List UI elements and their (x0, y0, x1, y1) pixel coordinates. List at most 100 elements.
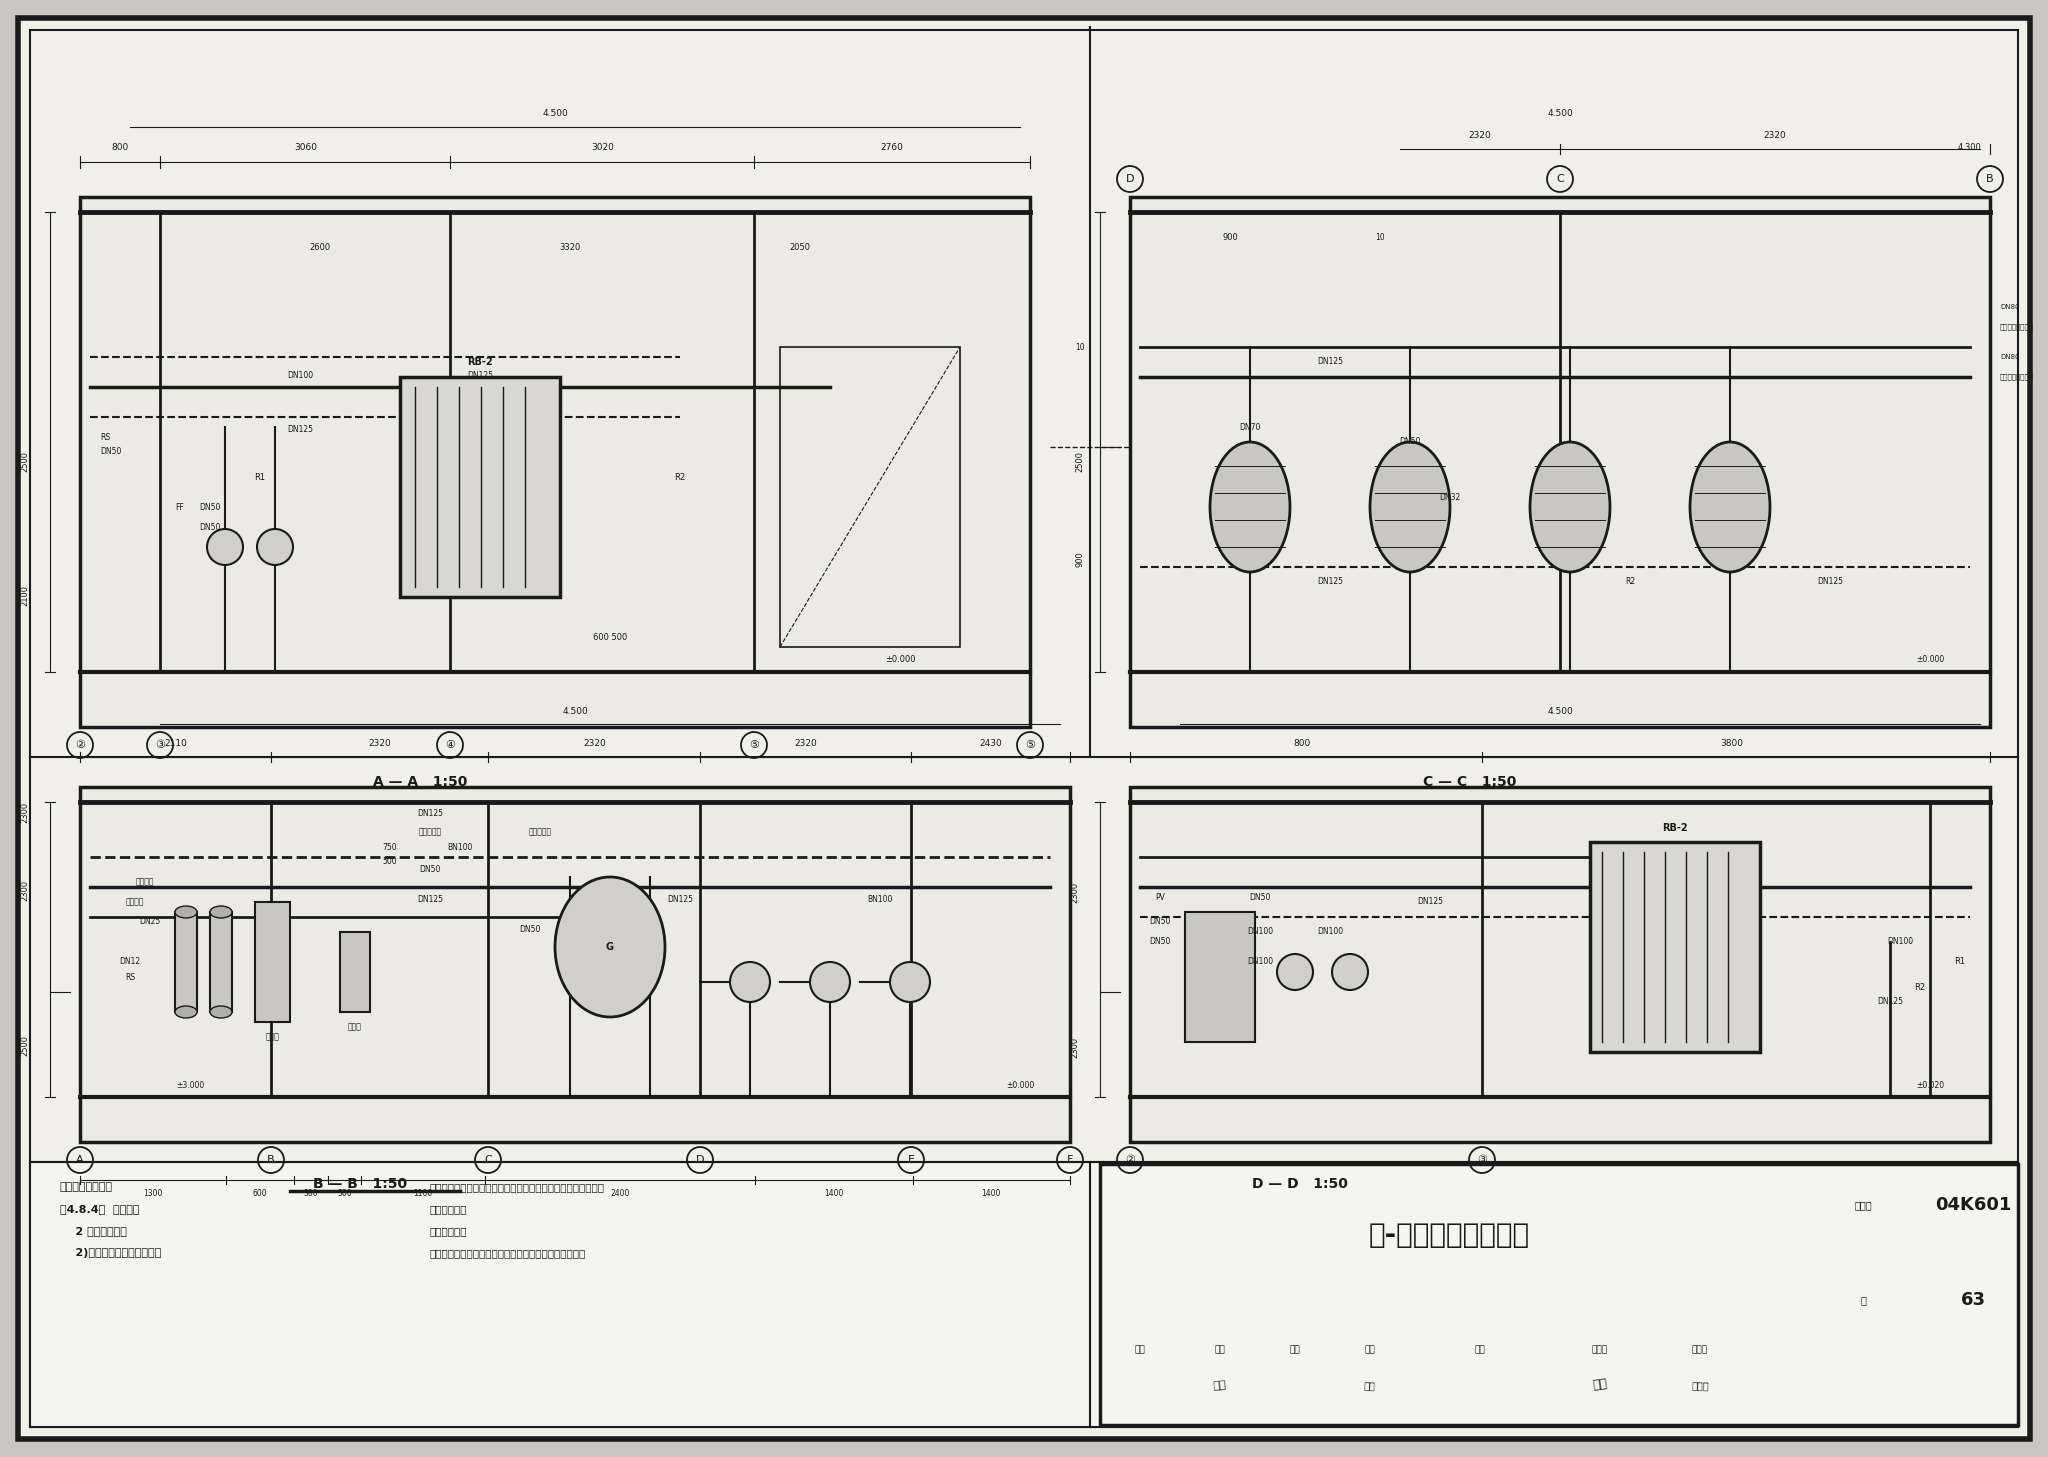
Text: 2 其他动力站房: 2 其他动力站房 (59, 1225, 127, 1236)
Text: DN50: DN50 (199, 523, 221, 532)
Text: 软水器: 软水器 (266, 1033, 281, 1042)
Text: ④: ④ (444, 740, 455, 750)
Text: RB-2: RB-2 (467, 357, 494, 367)
Text: B: B (266, 1155, 274, 1166)
Text: DN125: DN125 (418, 810, 442, 819)
Text: DN100: DN100 (1886, 937, 1913, 947)
Text: 2500: 2500 (20, 1034, 29, 1055)
Text: 2320: 2320 (795, 740, 817, 749)
Text: 900: 900 (1075, 551, 1085, 567)
Text: DN25: DN25 (139, 918, 160, 927)
Text: 审核: 审核 (1135, 1345, 1145, 1355)
Text: ③: ③ (1477, 1155, 1487, 1166)
Bar (256, 902, 291, 1021)
Ellipse shape (174, 906, 197, 918)
Text: RB-2: RB-2 (1663, 823, 1688, 833)
Text: 2320: 2320 (369, 740, 391, 749)
Circle shape (256, 529, 293, 565)
Text: 2300: 2300 (1071, 881, 1079, 902)
Text: 300: 300 (338, 1189, 352, 1198)
Ellipse shape (555, 877, 666, 1017)
Bar (1589, 842, 1759, 1052)
Text: R2: R2 (1915, 982, 1925, 992)
Text: DN50: DN50 (1399, 437, 1421, 446)
Text: 市场采暖供热水管: 市场采暖供热水管 (2001, 373, 2034, 380)
Text: 800: 800 (1294, 740, 1311, 749)
Text: 采暖供水: 采暖供水 (125, 898, 143, 906)
Circle shape (207, 529, 244, 565)
Circle shape (811, 962, 850, 1002)
Text: DN125: DN125 (1417, 898, 1444, 906)
Text: 第4.8.4条  设计图纸: 第4.8.4条 设计图纸 (59, 1203, 139, 1214)
Text: 2300: 2300 (20, 880, 29, 900)
Text: DN125: DN125 (1878, 998, 1903, 1007)
Text: 绘出设备及管道平面布置图，当管道系统较复杂时，应绘出管道: 绘出设备及管道平面布置图，当管道系统较复杂时，应绘出管道 (430, 1182, 604, 1192)
Text: BN100: BN100 (446, 842, 473, 851)
Text: ±0.000: ±0.000 (885, 656, 915, 664)
Text: 设计: 设计 (1475, 1345, 1485, 1355)
Text: 校对: 校对 (1290, 1345, 1300, 1355)
Bar (1100, 1164, 2017, 1425)
Text: 4.500: 4.500 (1546, 109, 1573, 118)
Text: RS: RS (125, 972, 135, 982)
Text: 2)设备管道平面图、剖面图: 2)设备管道平面图、剖面图 (59, 1249, 162, 1257)
Text: F: F (1067, 1155, 1073, 1166)
Text: DN100: DN100 (1247, 928, 1274, 937)
Text: 63: 63 (1960, 1291, 1985, 1308)
Text: 2050: 2050 (788, 242, 811, 252)
Text: DN125: DN125 (1817, 577, 1843, 587)
Text: 沙玉兰: 沙玉兰 (1692, 1380, 1708, 1390)
Text: 剖面图应选择在平面图无法表示清楚的部位剖切后绘制。: 剖面图应选择在平面图无法表示清楚的部位剖切后绘制。 (430, 1249, 586, 1257)
Text: 水-水热交换站剖面图: 水-水热交换站剖面图 (1368, 1221, 1530, 1249)
Text: 2760: 2760 (881, 143, 903, 153)
Text: B: B (1987, 173, 1995, 184)
Text: DN125: DN125 (668, 896, 692, 905)
Text: D — D   1:50: D — D 1:50 (1251, 1177, 1348, 1190)
Text: 2500: 2500 (1075, 452, 1085, 472)
Ellipse shape (1530, 441, 1610, 573)
Text: 3800: 3800 (1720, 740, 1743, 749)
Text: DN125: DN125 (287, 424, 313, 434)
Text: 【补充说明】: 【补充说明】 (430, 1225, 467, 1236)
Text: 暖通上量: 暖通上量 (135, 877, 154, 886)
Text: ⑤: ⑤ (1024, 740, 1034, 750)
Text: DN50: DN50 (520, 925, 541, 934)
Text: 沙玉兰: 沙玉兰 (1591, 1345, 1608, 1355)
Text: 李巧: 李巧 (1591, 1377, 1608, 1393)
Text: DN50: DN50 (420, 865, 440, 874)
Text: ②: ② (1124, 1155, 1135, 1166)
Text: DN125: DN125 (1317, 357, 1343, 367)
Text: 750: 750 (383, 842, 397, 851)
Text: DN50: DN50 (199, 503, 221, 511)
Text: 丁离: 丁离 (1214, 1345, 1225, 1355)
Text: DN50: DN50 (1249, 893, 1270, 902)
Text: C — C   1:50: C — C 1:50 (1423, 775, 1518, 790)
Bar (174, 912, 197, 1013)
Text: 2320: 2320 (1468, 131, 1491, 140)
Ellipse shape (1210, 441, 1290, 573)
Circle shape (1331, 954, 1368, 989)
Text: 1400: 1400 (981, 1189, 1001, 1198)
Ellipse shape (1370, 441, 1450, 573)
Text: DN125: DN125 (418, 896, 442, 905)
Bar (1186, 912, 1255, 1042)
Text: ±0.020: ±0.020 (1917, 1081, 1944, 1090)
Text: A — A   1:50: A — A 1:50 (373, 775, 467, 790)
Ellipse shape (174, 1005, 197, 1018)
Text: 布置剖面图，: 布置剖面图， (430, 1203, 467, 1214)
Text: 04K601: 04K601 (1935, 1196, 2011, 1214)
Text: 1300: 1300 (143, 1189, 162, 1198)
Text: ±3.000: ±3.000 (176, 1081, 205, 1090)
Text: ②: ② (76, 740, 86, 750)
Text: DN125: DN125 (467, 370, 494, 379)
Text: DN80: DN80 (2001, 354, 2019, 360)
Text: 丁离: 丁离 (1212, 1380, 1227, 1390)
Text: ±0.000: ±0.000 (1915, 656, 1944, 664)
Text: 除污器: 除污器 (348, 1023, 362, 1032)
Text: C: C (483, 1155, 492, 1166)
Text: FF: FF (176, 503, 184, 511)
Circle shape (729, 962, 770, 1002)
Text: 二次水供水: 二次水供水 (528, 828, 551, 836)
Ellipse shape (1690, 441, 1769, 573)
Text: 1400: 1400 (823, 1189, 844, 1198)
